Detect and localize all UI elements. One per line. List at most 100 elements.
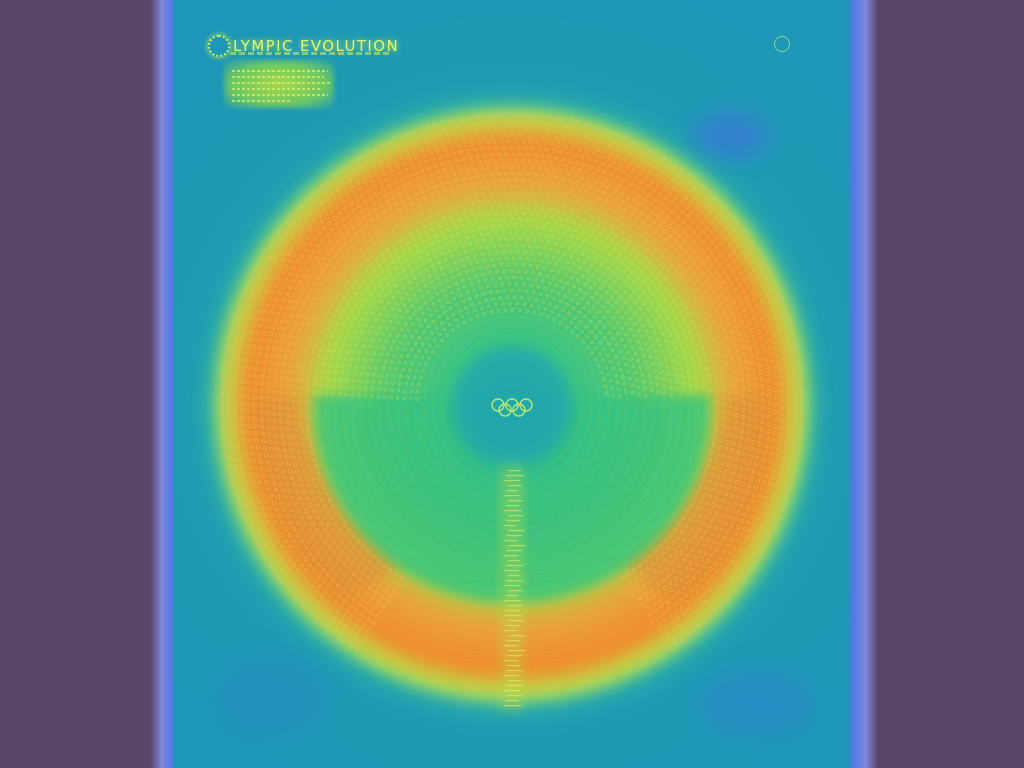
timeline-tick [506, 490, 518, 492]
medal-dot [417, 162, 422, 167]
medal-dot [544, 253, 549, 258]
medal-dot [302, 596, 307, 601]
medal-dot [681, 381, 686, 386]
medal-dot [682, 537, 687, 542]
medal-dot [684, 545, 689, 550]
medal-dot [318, 521, 324, 527]
medal-dot [683, 619, 688, 624]
medal-dot [549, 181, 554, 186]
medal-dot [256, 359, 261, 364]
medal-dot [362, 621, 367, 627]
medal-dot [671, 310, 675, 314]
medal-dot [262, 473, 267, 478]
medal-dot [410, 144, 415, 149]
medal-dot [542, 266, 547, 271]
medal-dot [452, 240, 456, 244]
medal-dot [561, 157, 566, 162]
medal-dot [458, 217, 462, 222]
medal-dot [509, 145, 514, 150]
medal-dot [722, 269, 727, 274]
medal-dot [351, 208, 356, 213]
medal-dot [304, 393, 309, 398]
medal-dot [757, 310, 762, 316]
medal-dot [690, 525, 695, 531]
medal-dot [673, 527, 678, 532]
medal-dot [280, 340, 285, 345]
medal-dot [241, 437, 246, 442]
medal-dot [460, 278, 465, 283]
medal-dot [701, 477, 706, 482]
medal-dot [417, 348, 421, 353]
medal-dot [719, 584, 724, 589]
medal-dot [557, 216, 562, 221]
medal-dot [680, 637, 685, 642]
medal-dot [780, 463, 785, 468]
medal-dot [756, 329, 761, 334]
medal-dot [714, 547, 720, 552]
medal-dot [729, 355, 735, 360]
medal-dot [551, 235, 555, 239]
medal-dot [319, 309, 324, 314]
medal-dot [381, 319, 386, 323]
medal-dot [361, 544, 366, 549]
medal-dot [687, 518, 693, 523]
medal-dot [411, 207, 416, 212]
medal-dot [728, 221, 733, 226]
medal-dot [365, 205, 370, 210]
medal-dot [647, 374, 652, 378]
timeline-tick [506, 625, 520, 627]
medal-dot [330, 516, 335, 521]
medal-dot [655, 615, 660, 620]
medal-dot [687, 580, 692, 585]
medal-dot [531, 270, 535, 275]
medal-dot [267, 339, 272, 344]
medal-dot [737, 283, 742, 288]
medal-dot [689, 200, 694, 205]
medal-dot [760, 487, 765, 492]
medal-dot [253, 466, 258, 471]
medal-dot [426, 207, 432, 212]
medal-dot [421, 294, 425, 299]
medal-dot [421, 312, 425, 316]
medal-dot [601, 305, 605, 309]
medal-dot [338, 315, 343, 319]
medal-dot [305, 379, 310, 384]
medal-dot [769, 307, 775, 312]
medal-dot [333, 252, 338, 257]
medal-dot [668, 533, 673, 538]
medal-dot [341, 614, 346, 619]
medal-dot [507, 262, 511, 267]
medal-dot [537, 186, 542, 191]
medal-dot [259, 424, 265, 429]
medal-dot [624, 321, 629, 326]
medal-dot [710, 301, 715, 306]
medal-dot [767, 504, 772, 509]
medal-dot [593, 325, 598, 329]
medal-dot [775, 454, 780, 459]
medal-dot [442, 208, 447, 213]
medal-dot [416, 390, 420, 394]
medal-dot [740, 422, 745, 427]
medal-dot [442, 327, 447, 331]
medal-dot [220, 420, 225, 425]
medal-dot [695, 541, 700, 546]
medal-dot [649, 381, 653, 385]
medal-dot [443, 294, 448, 298]
medal-dot [336, 259, 341, 264]
medal-dot [744, 296, 749, 301]
medal-dot [395, 143, 400, 148]
medal-dot [264, 500, 269, 505]
medal-dot [640, 270, 645, 274]
medal-dot [753, 418, 759, 423]
medal-dot [415, 282, 420, 286]
medal-dot [680, 209, 685, 215]
medal-dot [332, 216, 337, 221]
medal-dot [628, 181, 633, 186]
medal-dot [786, 413, 791, 418]
medal-dot [477, 200, 482, 205]
medal-dot [386, 222, 391, 227]
medal-dot [399, 134, 404, 139]
medal-dot [788, 458, 793, 463]
medal-dot [271, 556, 276, 561]
medal-dot [540, 153, 545, 158]
